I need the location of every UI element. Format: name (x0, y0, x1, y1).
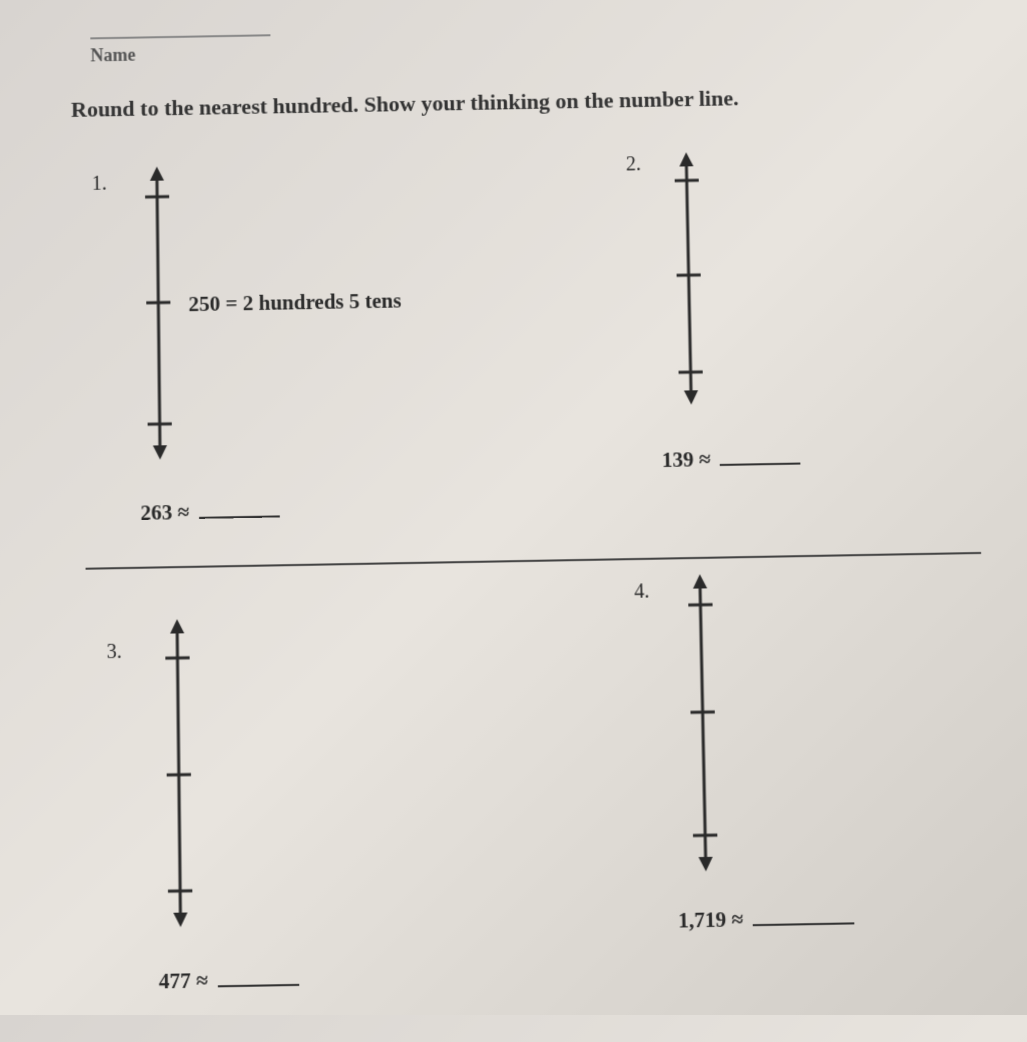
problem-1: 1. 250 = 2 hundreds 5 tens 263 ≈ (82, 154, 578, 547)
problems-grid: 1. 250 = 2 hundreds 5 tens 263 ≈ (82, 147, 992, 990)
number-line (679, 574, 726, 877)
number-line (137, 166, 181, 465)
problem-4: 4. 1,719 ≈ (579, 585, 992, 982)
number-line (666, 152, 711, 410)
problem-2: 2. 139 ≈ (571, 147, 981, 538)
number-line (157, 619, 201, 933)
problem-number: 1. (92, 173, 107, 196)
problem-row-1: 1. 250 = 2 hundreds 5 tens 263 ≈ (82, 147, 981, 547)
answer-blank[interactable] (720, 460, 801, 465)
instruction-text: Round to the nearest hundred. Show your … (71, 81, 970, 123)
answer-prefix: 477 ≈ (159, 968, 208, 994)
answer-blank[interactable] (753, 920, 855, 926)
answer-line: 263 ≈ (140, 498, 279, 526)
answer-blank[interactable] (199, 513, 280, 518)
name-label: Name (90, 45, 135, 66)
answer-blank[interactable] (217, 982, 298, 988)
problem-3: 3. 477 ≈ (86, 592, 586, 991)
problem-number: 2. (626, 153, 641, 176)
number-line-svg (679, 574, 726, 872)
row-divider (86, 552, 982, 570)
answer-line: 139 ≈ (662, 445, 801, 473)
answer-prefix: 139 ≈ (662, 447, 711, 472)
answer-line: 477 ≈ (159, 966, 299, 994)
answer-prefix: 1,719 ≈ (678, 907, 744, 933)
midpoint-label: 250 = 2 hundreds 5 tens (188, 288, 401, 317)
number-line-svg (666, 152, 711, 405)
number-line-svg (137, 166, 180, 460)
worksheet-page: Name Round to the nearest hundred. Show … (0, 0, 1027, 1042)
number-line-svg (157, 619, 201, 928)
problem-number: 4. (634, 580, 650, 604)
problem-number: 3. (107, 641, 122, 665)
answer-line: 1,719 ≈ (678, 905, 855, 934)
problem-row-2: 3. 477 ≈ 4. (86, 585, 992, 991)
name-field-row: Name (90, 34, 270, 66)
answer-prefix: 263 ≈ (140, 500, 189, 525)
